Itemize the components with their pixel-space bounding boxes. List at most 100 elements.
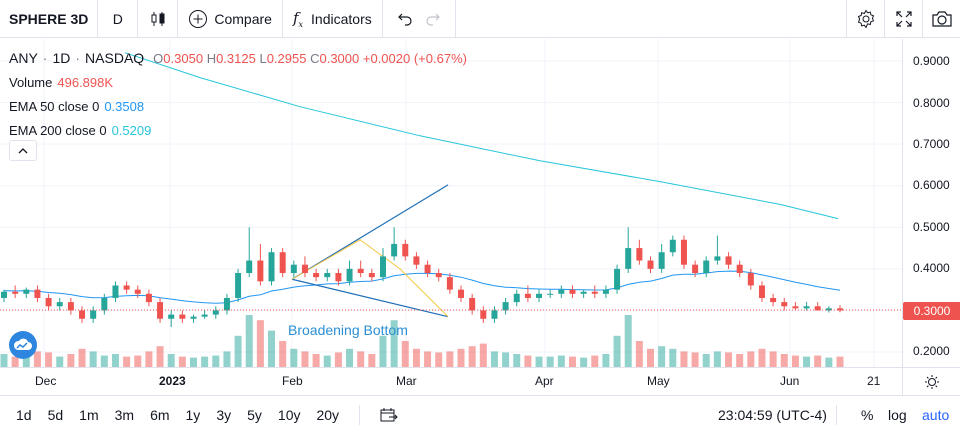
range-5d-button[interactable]: 5d [47, 406, 64, 423]
volume-bar [401, 341, 409, 367]
range-10y-button[interactable]: 10y [277, 406, 301, 423]
volume-bar [145, 351, 153, 367]
volume-bar [234, 335, 242, 367]
ema50-row[interactable]: EMA 50 close 0 0.3508 [9, 95, 467, 119]
volume-bar [312, 354, 320, 367]
candle-body [279, 252, 286, 274]
axis-settings-button[interactable] [902, 368, 960, 395]
candle-body [725, 256, 732, 265]
volume-bar [379, 335, 387, 367]
range-5y-button[interactable]: 5y [247, 406, 262, 423]
chart-pane[interactable] [0, 39, 902, 367]
chevron-up-icon [18, 147, 28, 153]
range-1m-button[interactable]: 1m [79, 406, 99, 423]
clock-display[interactable]: 23:04:59 (UTC-4) [718, 406, 827, 423]
high-value: 0.3125 [216, 51, 256, 66]
compare-button[interactable]: Compare [178, 0, 283, 38]
candle-body [524, 293, 531, 298]
volume-bar [769, 351, 777, 367]
screenshot-button[interactable] [922, 0, 960, 38]
candles [1, 227, 843, 328]
candle-body [647, 260, 654, 269]
interval-button[interactable]: D [98, 0, 139, 38]
time-tick: May [647, 374, 670, 388]
legend-symbol[interactable]: ANY [9, 50, 38, 66]
indicators-label: Indicators [311, 10, 372, 27]
ema200-value: 0.5209 [111, 123, 152, 138]
volume-bar [334, 352, 342, 367]
volume-bar [580, 357, 588, 367]
divider [836, 404, 837, 425]
volume-bar [814, 355, 822, 367]
volume-row[interactable]: Volume 496.898K [9, 71, 467, 95]
candle-body [402, 243, 409, 257]
fullscreen-button[interactable] [884, 0, 922, 38]
range-20y-button[interactable]: 20y [316, 406, 340, 423]
chart-type-button[interactable] [138, 0, 179, 38]
camera-icon [931, 11, 952, 27]
candle-body [435, 273, 442, 278]
candle-body [513, 293, 520, 303]
legend-exchange: NASDAQ [85, 50, 145, 66]
range-3y-button[interactable]: 3y [216, 406, 232, 423]
ohlc-row: ANY · 1D · NASDAQ O0.3050 H0.3125 L0.295… [9, 46, 467, 71]
candle-body [770, 297, 777, 303]
indicators-button[interactable]: fx Indicators [283, 0, 383, 38]
symbol-search-button[interactable]: SPHERE 3D [0, 0, 99, 38]
top-toolbar: SPHERE 3D D Compare fx Indicators [0, 0, 960, 38]
candle-body [368, 273, 375, 278]
price-tick: 0.5000 [913, 220, 950, 234]
candle-body [614, 268, 621, 290]
log-scale-button[interactable]: log [888, 406, 907, 423]
ema200-row[interactable]: EMA 200 close 0 0.5209 [9, 119, 467, 143]
close-value: 0.3000 [319, 51, 360, 66]
range-1d-button[interactable]: 1d [16, 406, 32, 423]
time-tick: 2023 [159, 374, 186, 388]
price-tick: 0.7000 [913, 137, 950, 151]
candle-body [714, 256, 721, 261]
candle-body [758, 285, 765, 298]
range-3m-button[interactable]: 3m [114, 406, 135, 423]
candle-body [458, 289, 465, 298]
undo-icon[interactable] [397, 12, 413, 26]
range-1y-button[interactable]: 1y [185, 406, 201, 423]
candle-body [413, 256, 420, 265]
volume-bar [56, 356, 64, 367]
percent-scale-button[interactable]: % [861, 406, 874, 423]
candle-body [145, 293, 152, 303]
volume-bar [390, 320, 398, 367]
volume-bar [658, 346, 666, 367]
volume-bar [691, 352, 699, 367]
goto-date-button[interactable] [372, 396, 406, 434]
current-price-label: 0.3000 [903, 302, 960, 320]
settings-button[interactable] [846, 0, 884, 38]
ema50-value: 0.3508 [104, 99, 145, 114]
volume-label: Volume [9, 75, 53, 90]
candle-body [736, 264, 743, 274]
low-value: 0.2955 [266, 51, 307, 66]
volume-bar [669, 348, 677, 367]
redo-icon[interactable] [425, 12, 441, 26]
volume-bar [568, 356, 576, 367]
candle-body [692, 264, 699, 274]
time-axis[interactable]: Dec 2023 Feb Mar Apr May Jun 21 [0, 367, 960, 395]
candle-body [803, 306, 810, 309]
candle-body [313, 273, 320, 278]
plus-circle-icon [189, 9, 208, 28]
volume-bar [591, 355, 599, 367]
range-6m-button[interactable]: 6m [150, 406, 170, 423]
price-tick: 0.9000 [913, 54, 950, 68]
pattern-zigzag-line [291, 239, 449, 318]
candle-body [45, 297, 52, 307]
volume-bar [67, 354, 75, 367]
volume-bar [702, 354, 710, 367]
price-chart[interactable] [0, 39, 902, 367]
price-tick: 0.4000 [913, 261, 950, 275]
tradingview-logo[interactable] [9, 331, 37, 359]
legend-collapse-button[interactable] [9, 140, 37, 161]
candle-body [90, 310, 97, 319]
time-tick: Dec [35, 374, 57, 388]
price-axis[interactable]: 0.9000 0.8000 0.7000 0.6000 0.5000 0.400… [902, 39, 960, 367]
time-tick: Mar [396, 374, 417, 388]
auto-scale-button[interactable]: auto [922, 406, 950, 423]
